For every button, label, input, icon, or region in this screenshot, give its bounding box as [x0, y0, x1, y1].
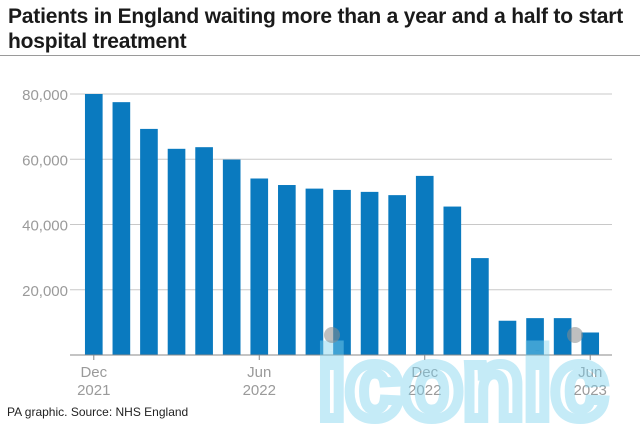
bars: [84, 94, 600, 355]
bar: [581, 332, 600, 355]
x-tick-label: 2022: [243, 382, 276, 399]
y-tick-label: 80,000: [22, 87, 68, 104]
x-tick-label: 2022: [408, 382, 441, 399]
bar: [443, 206, 462, 355]
bar: [553, 318, 572, 355]
x-tick-label: Jun: [247, 364, 271, 381]
bar: [195, 147, 213, 355]
bar: [222, 159, 241, 355]
bar: [305, 188, 324, 355]
watermark-dot: [567, 327, 583, 343]
bar: [333, 189, 351, 355]
x-tick-label: 2023: [574, 382, 607, 399]
bar: [388, 195, 406, 355]
x-tick-label: Dec: [411, 364, 438, 381]
x-tick-label: Jun: [578, 364, 602, 381]
bar: [140, 128, 158, 355]
y-tick-label: 60,000: [22, 152, 68, 169]
bar: [526, 318, 544, 355]
bar: [278, 185, 296, 355]
bar: [167, 148, 186, 355]
x-tick-label: Dec: [80, 364, 107, 381]
bar: [415, 175, 434, 355]
source-note: PA graphic. Source: NHS England: [7, 405, 189, 419]
y-tick-label: 40,000: [22, 218, 68, 235]
bar: [84, 94, 103, 355]
title-divider: [0, 55, 640, 56]
bar: [112, 102, 131, 355]
chart-title: Patients in England waiting more than a …: [8, 5, 623, 53]
iconic-watermark: iconic: [313, 323, 612, 425]
x-tick-label: 2021: [77, 382, 110, 399]
y-tick-label: 20,000: [22, 283, 68, 300]
bar: [471, 258, 489, 355]
bar: [250, 178, 269, 355]
bar: [360, 191, 379, 355]
watermark-dot: [324, 327, 340, 343]
watermark-text: iconic: [318, 328, 607, 425]
bar: [498, 320, 517, 355]
y-axis-tick-labels: 20,000 40,000 60,000 80,000: [22, 87, 68, 300]
